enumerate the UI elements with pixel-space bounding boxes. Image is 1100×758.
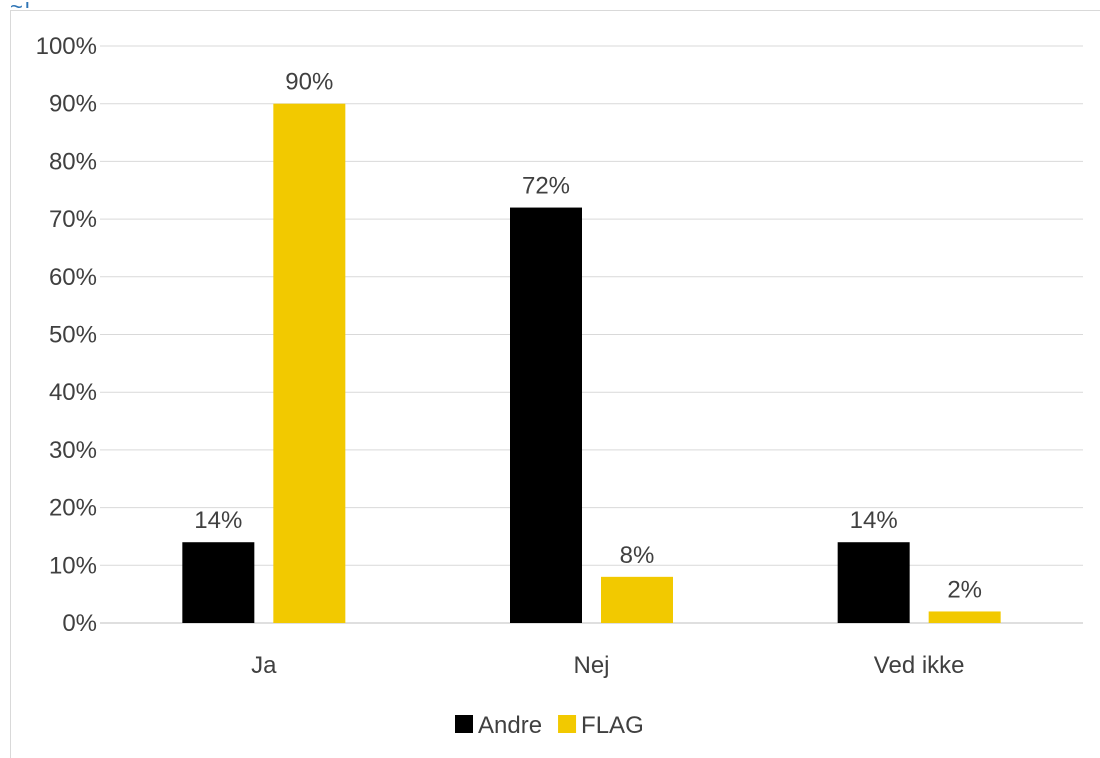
- chart-frame-top-border: [10, 10, 1100, 11]
- y-tick-label: 100%: [36, 33, 97, 60]
- data-label: 14%: [850, 507, 898, 534]
- y-tick-label: 0%: [62, 610, 97, 637]
- y-tick-label: 70%: [49, 206, 97, 233]
- bar-flag: [928, 611, 1001, 623]
- y-tick-label: 30%: [49, 437, 97, 464]
- legend-label: FLAG: [581, 712, 644, 739]
- data-label: 14%: [194, 507, 242, 534]
- bar-flag: [273, 103, 346, 623]
- y-tick-label: 90%: [49, 91, 97, 118]
- y-tick-label: 10%: [49, 552, 97, 579]
- y-tick-label: 60%: [49, 264, 97, 291]
- data-label: 90%: [285, 69, 333, 96]
- bar-andre: [510, 207, 582, 623]
- data-label: 8%: [620, 542, 655, 569]
- x-tick-label: Ja: [251, 652, 277, 679]
- legend-label: Andre: [478, 712, 542, 739]
- legend-swatch-flag: [558, 715, 577, 733]
- bar-andre: [837, 542, 910, 623]
- data-label: 72%: [522, 173, 570, 200]
- y-tick-label: 20%: [49, 495, 97, 522]
- legend-swatch-andre: [455, 715, 473, 733]
- bar-flag: [601, 576, 673, 623]
- data-label: 2%: [947, 576, 982, 603]
- x-tick-label: Nej: [573, 652, 609, 679]
- chart-frame-left-border: [10, 10, 11, 758]
- x-tick-label: Ved ikke: [874, 652, 965, 679]
- y-tick-label: 50%: [49, 322, 97, 349]
- cropped-heading-fragment: ~j: [10, 0, 44, 8]
- y-tick-label: 80%: [49, 148, 97, 175]
- y-tick-label: 40%: [49, 379, 97, 406]
- bar-andre: [182, 542, 255, 623]
